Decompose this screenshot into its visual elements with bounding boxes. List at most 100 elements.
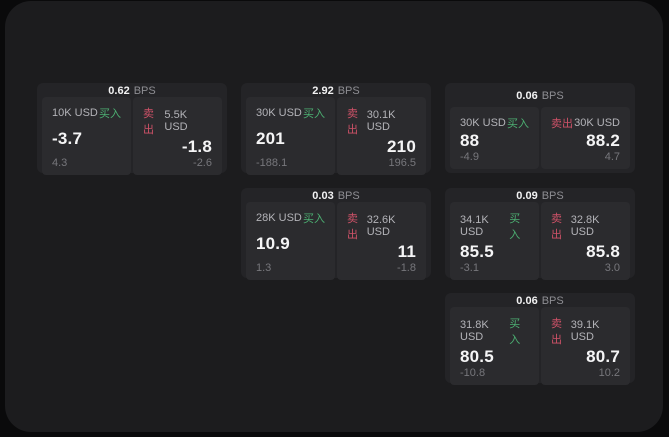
sell-quote-panel[interactable]: 卖出 30.1K USD 210 196.5 xyxy=(337,97,426,175)
buy-quote-panel[interactable]: 30K USD 买入 201 -188.1 xyxy=(246,97,335,175)
buy-amount: 30K USD xyxy=(460,117,506,129)
buy-change: -3.1 xyxy=(460,262,479,274)
buy-quote-panel[interactable]: 34.1K USD 买入 85.5 -3.1 xyxy=(450,202,539,280)
buy-change: -188.1 xyxy=(256,157,288,169)
buy-change: 4.3 xyxy=(52,157,68,169)
buy-quote-panel[interactable]: 10K USD 买入 -3.7 4.3 xyxy=(42,97,131,175)
sell-panel-header: 卖出 32.6K USD xyxy=(347,210,416,242)
spread-header: 0.62 BPS xyxy=(37,83,227,97)
buy-tag: 买入 xyxy=(303,213,325,225)
quote-card: 0.06 BPS 31.8K USD 买入 80.5 -10.8 卖出 39.1… xyxy=(445,293,635,385)
sell-price: 80.7 xyxy=(586,347,620,366)
sell-price: -1.8 xyxy=(181,137,212,156)
buy-amount: 10K USD xyxy=(52,107,98,119)
panels-row: 30K USD 买入 201 -188.1 卖出 30.1K USD 210 1… xyxy=(241,97,431,179)
sell-panel-header: 卖出 30K USD xyxy=(551,115,620,131)
buy-amount: 34.1K USD xyxy=(460,214,489,238)
panels-row: 31.8K USD 买入 80.5 -10.8 卖出 39.1K USD 80.… xyxy=(445,307,635,389)
sell-price: 11 xyxy=(397,242,416,261)
sell-change: 10.2 xyxy=(598,367,620,379)
buy-price: -3.7 xyxy=(52,129,83,148)
buy-price: 88 xyxy=(460,131,480,150)
buy-panel-header: 10K USD 买入 xyxy=(52,105,121,121)
spread-unit-label: BPS xyxy=(541,190,564,202)
spread-value: 0.09 xyxy=(516,190,538,202)
spread-header: 2.92 BPS xyxy=(241,83,431,97)
quote-card: 0.03 BPS 28K USD 买入 10.9 1.3 卖出 32.6K US… xyxy=(241,188,431,280)
buy-price: 80.5 xyxy=(460,347,494,366)
panels-row: 10K USD 买入 -3.7 4.3 卖出 5.5K USD -1.8 -2.… xyxy=(37,97,227,179)
sell-amount: 30.1K USD xyxy=(366,109,396,133)
quote-card: 0.09 BPS 34.1K USD 买入 85.5 -3.1 卖出 32.8K… xyxy=(445,188,635,280)
buy-price: 10.9 xyxy=(256,234,290,253)
buy-quote-panel[interactable]: 31.8K USD 买入 80.5 -10.8 xyxy=(450,307,539,385)
sell-amount: 32.6K USD xyxy=(366,214,396,238)
sell-amount: 32.8K USD xyxy=(570,214,600,238)
sell-price: 88.2 xyxy=(586,131,620,150)
sell-amount: 39.1K USD xyxy=(570,319,600,343)
sell-amount: 5.5K USD xyxy=(164,109,188,133)
spread-header: 0.09 BPS xyxy=(445,188,635,202)
sell-quote-panel[interactable]: 卖出 32.8K USD 85.8 3.0 xyxy=(541,202,630,280)
sell-quote-panel[interactable]: 卖出 30K USD 88.2 4.7 xyxy=(541,107,630,169)
sell-panel-header: 卖出 30.1K USD xyxy=(347,105,416,137)
sell-panel-header: 卖出 39.1K USD xyxy=(551,315,620,347)
buy-panel-header: 30K USD 买入 xyxy=(256,105,325,121)
buy-change: 1.3 xyxy=(256,262,272,274)
buy-price: 85.5 xyxy=(460,242,494,261)
sell-change: 3.0 xyxy=(604,262,620,274)
buy-tag: 买入 xyxy=(509,318,521,346)
spread-value: 0.62 xyxy=(108,85,130,97)
sell-change: -2.6 xyxy=(193,157,212,169)
spread-header: 0.06 BPS xyxy=(445,293,635,307)
sell-change: 4.7 xyxy=(604,151,620,163)
buy-panel-header: 34.1K USD 买入 xyxy=(460,210,529,242)
spread-header: 0.03 BPS xyxy=(241,188,431,202)
sell-change: 196.5 xyxy=(388,157,416,169)
sell-price: 210 xyxy=(387,137,416,156)
buy-amount: 28K USD xyxy=(256,212,302,224)
sell-tag: 卖出 xyxy=(551,118,573,130)
sell-amount: 30K USD xyxy=(574,117,620,129)
buy-panel-header: 31.8K USD 买入 xyxy=(460,315,529,347)
quote-cards-grid: 0.62 BPS 10K USD 买入 -3.7 4.3 卖出 5.5K USD xyxy=(37,83,635,385)
spread-unit-label: BPS xyxy=(337,190,360,202)
spread-header: 0.06 BPS xyxy=(445,83,635,107)
quote-card: 0.62 BPS 10K USD 买入 -3.7 4.3 卖出 5.5K USD xyxy=(37,83,227,175)
buy-amount: 31.8K USD xyxy=(460,319,489,343)
sell-quote-panel[interactable]: 卖出 5.5K USD -1.8 -2.6 xyxy=(133,97,222,175)
sell-tag: 卖出 xyxy=(551,318,562,346)
panels-row: 28K USD 买入 10.9 1.3 卖出 32.6K USD 11 -1.8 xyxy=(241,202,431,284)
sell-panel-header: 卖出 32.8K USD xyxy=(551,210,620,242)
spread-value: 0.06 xyxy=(516,295,538,307)
spread-value: 0.06 xyxy=(516,90,538,102)
buy-quote-panel[interactable]: 28K USD 买入 10.9 1.3 xyxy=(246,202,335,280)
buy-tag: 买入 xyxy=(303,108,325,120)
sell-change: -1.8 xyxy=(397,262,416,274)
buy-change: -10.8 xyxy=(460,367,486,379)
sell-tag: 卖出 xyxy=(347,213,358,241)
buy-change: -4.9 xyxy=(460,151,479,163)
spread-unit-label: BPS xyxy=(133,85,156,97)
panels-row: 30K USD 买入 88 -4.9 卖出 30K USD 88.2 4.7 xyxy=(445,107,635,173)
buy-panel-header: 28K USD 买入 xyxy=(256,210,325,226)
spread-unit-label: BPS xyxy=(541,295,564,307)
spread-unit-label: BPS xyxy=(337,85,360,97)
sell-quote-panel[interactable]: 卖出 32.6K USD 11 -1.8 xyxy=(337,202,426,280)
buy-amount: 30K USD xyxy=(256,107,302,119)
sell-tag: 卖出 xyxy=(143,108,154,136)
sell-tag: 卖出 xyxy=(551,213,562,241)
quote-card: 0.06 BPS 30K USD 买入 88 -4.9 卖出 30K USD xyxy=(445,83,635,173)
sell-panel-header: 卖出 5.5K USD xyxy=(143,105,212,137)
buy-tag: 买入 xyxy=(509,213,521,241)
buy-quote-panel[interactable]: 30K USD 买入 88 -4.9 xyxy=(450,107,539,169)
sell-quote-panel[interactable]: 卖出 39.1K USD 80.7 10.2 xyxy=(541,307,630,385)
sell-price: 85.8 xyxy=(586,242,620,261)
spread-unit-label: BPS xyxy=(541,90,564,102)
app-window: 0.62 BPS 10K USD 买入 -3.7 4.3 卖出 5.5K USD xyxy=(5,1,663,432)
sell-tag: 卖出 xyxy=(347,108,358,136)
quote-card: 2.92 BPS 30K USD 买入 201 -188.1 卖出 30.1K … xyxy=(241,83,431,175)
buy-price: 201 xyxy=(256,129,285,148)
panels-row: 34.1K USD 买入 85.5 -3.1 卖出 32.8K USD 85.8… xyxy=(445,202,635,284)
buy-panel-header: 30K USD 买入 xyxy=(460,115,529,131)
